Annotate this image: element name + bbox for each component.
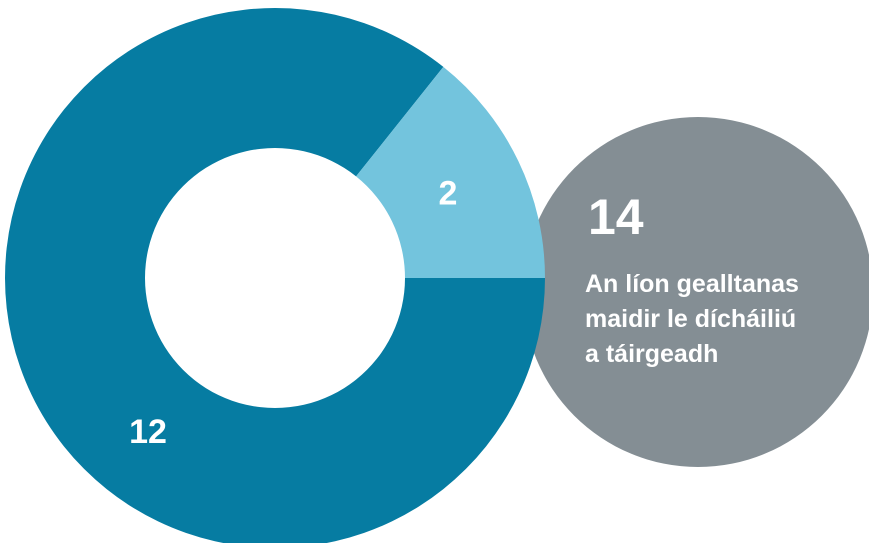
description-line-1: An líon gealltanas	[585, 270, 799, 298]
description-line-3: a táirgeadh	[585, 340, 718, 368]
donut-slice-1	[5, 8, 545, 543]
donut-data-labels: 12 2	[129, 175, 457, 451]
summary-circle	[523, 117, 869, 467]
donut-slice-2	[356, 66, 545, 278]
donut-data-label-1: 12	[129, 413, 167, 451]
description-line-2: maidir le dícháiliú	[585, 305, 796, 333]
donut-slices	[5, 8, 545, 543]
total-value: 14	[588, 189, 644, 245]
donut-data-label-2: 2	[439, 175, 458, 213]
